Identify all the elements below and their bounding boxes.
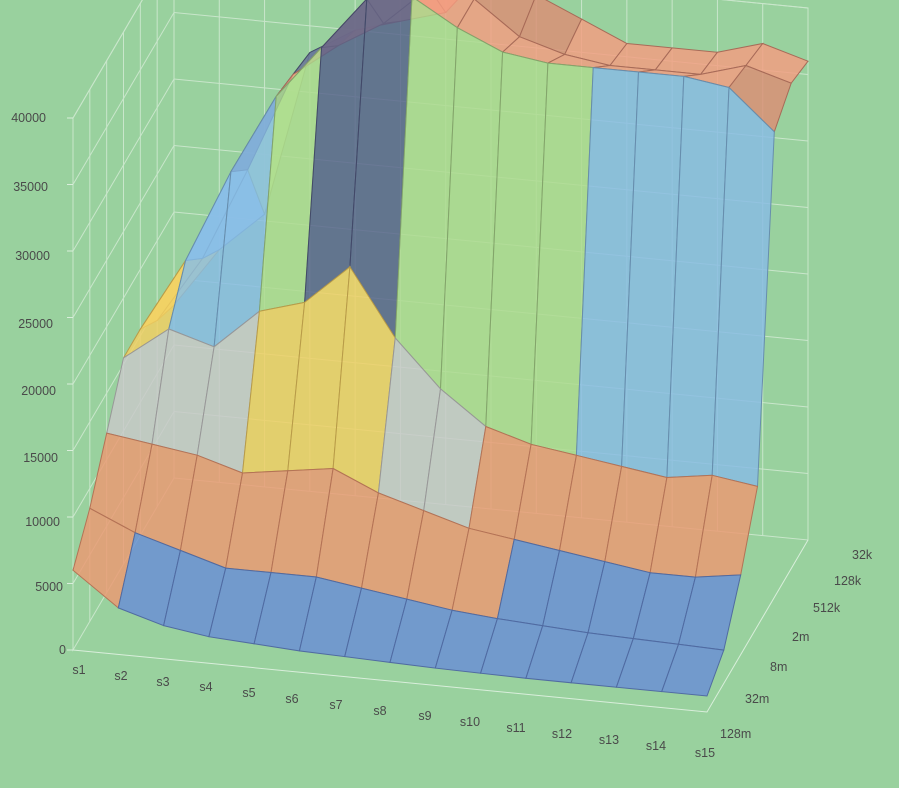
x-tick-label: s7	[329, 698, 342, 712]
x-tick-label: s6	[285, 692, 298, 706]
x-tick-label: s13	[599, 733, 619, 747]
y-tick-label: 128m	[720, 727, 751, 741]
z-axis-tick-labels: 0 5000 10000 15000 20000 25000 30000 350…	[11, 111, 66, 657]
z-tick-label: 25000	[18, 317, 53, 331]
z-tick-label: 15000	[23, 451, 58, 465]
y-tick-label: 128k	[834, 574, 862, 588]
floor-axis	[72, 539, 809, 713]
x-tick-label: s12	[552, 727, 572, 741]
x-tick-label: s4	[199, 680, 212, 694]
surface-cell	[661, 643, 725, 697]
x-tick-label: s1	[72, 663, 85, 677]
x-tick-label: s3	[156, 675, 169, 689]
y-tick-label: 32m	[745, 692, 769, 706]
y-axis-tick-labels: 32k 128k 512k 2m 8m 32m 128m	[720, 548, 873, 741]
surface-plot	[72, 0, 809, 697]
z-tick-label: 5000	[35, 580, 63, 594]
x-tick-label: s11	[506, 721, 525, 735]
x-tick-label: s5	[242, 686, 255, 700]
x-tick-label: s9	[418, 709, 431, 723]
y-tick-label: 2m	[792, 630, 809, 644]
z-tick-label: 40000	[11, 111, 46, 125]
y-tick-label: 512k	[813, 601, 841, 615]
y-tick-label: 8m	[770, 660, 787, 674]
x-tick-label: s15	[695, 746, 715, 760]
x-tick-label: s14	[646, 739, 666, 753]
x-axis-tick-labels: s1 s2 s3 s4 s5 s6 s7 s8 s9 s10 s11 s12 s…	[72, 663, 715, 760]
z-tick-label: 20000	[21, 384, 56, 398]
x-tick-label: s2	[114, 669, 127, 683]
x-tick-label: s10	[460, 715, 480, 729]
z-tick-label: 30000	[15, 249, 50, 263]
z-tick-label: 0	[59, 643, 66, 657]
z-tick-label: 10000	[25, 515, 60, 529]
y-tick-label: 32k	[852, 548, 873, 562]
z-tick-label: 35000	[13, 180, 48, 194]
x-tick-label: s8	[373, 704, 386, 718]
